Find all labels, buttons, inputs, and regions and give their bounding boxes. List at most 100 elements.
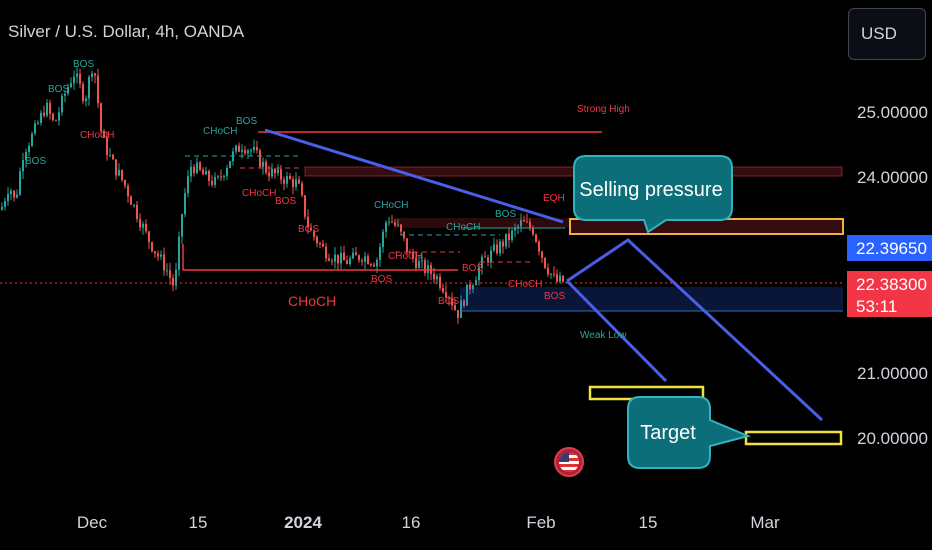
candle-body xyxy=(289,176,291,180)
projection-path-1[interactable] xyxy=(566,238,824,422)
descending-trendline[interactable] xyxy=(264,128,564,224)
price-axis[interactable]: 25.00000 24.00000 21.00000 20.00000 xyxy=(857,103,928,448)
target-callout[interactable]: Target xyxy=(627,396,752,469)
candle-body xyxy=(472,285,474,290)
price-tag xyxy=(847,235,932,261)
candle-body xyxy=(22,160,24,172)
selling-pressure-callout[interactable]: Selling pressure xyxy=(573,155,733,234)
candle-body xyxy=(295,179,297,187)
candle-body xyxy=(100,103,102,132)
candle-body xyxy=(31,133,33,146)
choch-main-label: CHoCH xyxy=(288,293,336,309)
candle-body xyxy=(25,152,27,161)
bos-label: BOS xyxy=(462,263,483,274)
candle-body xyxy=(322,243,324,247)
candle-body xyxy=(421,260,423,262)
candle-body xyxy=(304,195,306,217)
time-axis-tick: 15 xyxy=(189,513,208,532)
candle-body xyxy=(238,145,240,152)
candle-body xyxy=(19,171,21,195)
candle-body xyxy=(286,176,288,184)
price-tag xyxy=(847,271,932,317)
candle-body xyxy=(349,258,351,265)
choch-line xyxy=(182,244,458,271)
candle-body xyxy=(211,180,213,185)
candle-body xyxy=(382,231,384,248)
candle-body xyxy=(415,258,417,269)
candle-body xyxy=(262,161,264,167)
candle-body xyxy=(229,161,231,168)
candle-body xyxy=(184,193,186,215)
candle-body xyxy=(43,112,45,116)
candle-body xyxy=(535,234,537,242)
flag-inner-icon xyxy=(559,452,579,472)
candle-body xyxy=(166,270,168,272)
time-axis-tick: Dec xyxy=(77,513,108,532)
eqh-label: EQH xyxy=(543,193,565,204)
candle-body xyxy=(559,275,561,282)
us-flag-icon[interactable] xyxy=(554,447,584,477)
candle-body xyxy=(553,273,555,275)
currency-button[interactable]: USD xyxy=(848,8,926,60)
candle-body xyxy=(454,305,456,311)
bos-label: BOS xyxy=(25,156,46,167)
bos-label: BOS xyxy=(438,296,459,307)
bos-label: BOS xyxy=(73,59,94,70)
candle-body xyxy=(283,179,285,184)
candle-body xyxy=(82,83,84,102)
candle-body xyxy=(148,231,150,243)
candle-body xyxy=(409,252,411,254)
time-axis-tick: Feb xyxy=(526,513,555,532)
demand-zone[interactable] xyxy=(460,287,843,311)
candle-body xyxy=(496,244,498,254)
time-axis-tick: 15 xyxy=(639,513,658,532)
candle-body xyxy=(457,310,459,318)
candle-body xyxy=(196,162,198,174)
candle-body xyxy=(310,227,312,231)
candle-body xyxy=(106,137,108,156)
candle-body xyxy=(34,123,36,134)
candle-body xyxy=(379,247,381,260)
candle-body xyxy=(52,113,54,121)
drawings-layer[interactable] xyxy=(264,128,843,446)
candle-body xyxy=(88,76,90,99)
candle-body xyxy=(250,150,252,152)
choch-label: CHoCH xyxy=(374,200,408,211)
choch-label: CHoCH xyxy=(203,126,237,137)
weak-low-label: Weak Low xyxy=(580,330,627,341)
candle-body xyxy=(292,179,294,187)
candle-body xyxy=(442,287,444,293)
projection-path-2[interactable] xyxy=(565,279,668,383)
time-axis[interactable]: Dec 15 2024 16 Feb 15 Mar xyxy=(77,513,780,532)
candle-body xyxy=(364,256,366,262)
candle-body xyxy=(202,169,204,175)
bos-label: BOS xyxy=(298,224,319,235)
candle-body xyxy=(358,255,360,261)
candle-body xyxy=(355,252,357,256)
price-tag-countdown: 53:11 xyxy=(856,297,897,316)
candle-body xyxy=(340,252,342,264)
bos-label: BOS xyxy=(48,84,69,95)
candle-body xyxy=(520,220,522,227)
candle-body xyxy=(514,227,516,231)
structure-labels: Strong High EQH Weak Low CHoCH BOS BOS B… xyxy=(25,59,630,341)
candle-body xyxy=(334,254,336,262)
target-box-2[interactable] xyxy=(744,430,843,446)
candle-body xyxy=(418,261,420,269)
candle-body xyxy=(484,256,486,258)
candle-body xyxy=(79,73,81,84)
candle-body xyxy=(112,154,114,160)
candle-body xyxy=(526,221,528,223)
candle-body xyxy=(433,273,435,280)
candle-body xyxy=(412,252,414,259)
candle-body xyxy=(478,267,480,281)
candle-body xyxy=(115,159,117,176)
candle-body xyxy=(490,250,492,263)
price-tag-value: 22.38300 xyxy=(856,275,927,294)
candle-body xyxy=(439,276,441,288)
supply-zone[interactable] xyxy=(569,218,844,235)
candle-body xyxy=(523,220,525,222)
chart-title: Silver / U.S. Dollar, 4h, OANDA xyxy=(8,22,245,41)
